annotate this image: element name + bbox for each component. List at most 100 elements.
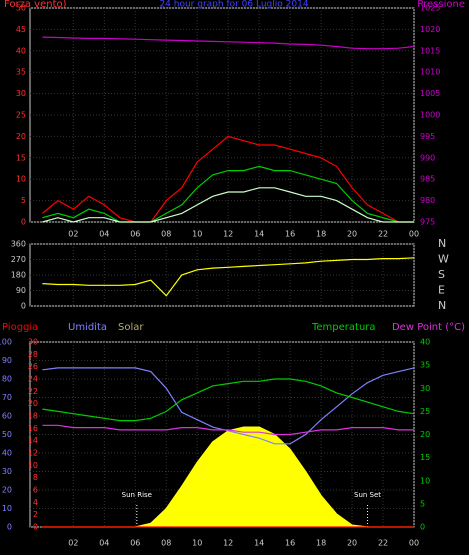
y-tick-label: 20 xyxy=(2,486,12,495)
y-tick-label: 1025 xyxy=(420,4,440,13)
y-tick-label: S xyxy=(438,268,445,281)
y-tick-label: 24 xyxy=(28,375,38,384)
y-tick-label: E xyxy=(438,284,445,297)
y-tick-label: 50 xyxy=(2,430,12,439)
y-tick-label: 0 xyxy=(21,218,26,227)
x-tick-label: 18 xyxy=(316,539,326,548)
x-tick-label: 10 xyxy=(192,539,202,548)
y-tick-label: 1015 xyxy=(420,46,440,55)
x-tick-label: 02 xyxy=(68,230,78,239)
y-tick-label: W xyxy=(438,253,449,266)
legend-entry: Pioggia xyxy=(2,322,38,333)
x-tick-label: 12 xyxy=(223,230,233,239)
y-tick-label: 2 xyxy=(33,510,38,519)
y-tick-label: 0 xyxy=(33,523,38,532)
x-tick-label: 20 xyxy=(347,539,357,548)
x-tick-label: 14 xyxy=(254,539,264,548)
y-tick-label: 14 xyxy=(28,436,38,445)
y-tick-label: 1005 xyxy=(420,89,440,98)
y-tick-label: 990 xyxy=(420,153,435,162)
y-tick-label: 1020 xyxy=(420,25,440,34)
y-tick-label: 0 xyxy=(21,302,26,311)
y-tick-label: N xyxy=(438,299,446,312)
y-tick-label: 45 xyxy=(16,25,26,34)
line xyxy=(42,187,414,223)
legend-entry: Temperatura xyxy=(311,322,376,333)
line xyxy=(42,36,415,50)
y-tick-label: 40 xyxy=(2,449,12,458)
y-tick-label: 270 xyxy=(11,255,26,264)
y-tick-label: 985 xyxy=(420,175,435,184)
line xyxy=(42,378,415,422)
y-tick-label: 975 xyxy=(420,218,435,227)
y-tick-label: 90 xyxy=(2,356,12,365)
x-tick-label: 08 xyxy=(161,230,171,239)
y2-axis-label: Pressione xyxy=(417,0,465,10)
y-tick-label: 35 xyxy=(16,68,26,77)
y-tick-label: 70 xyxy=(2,393,12,402)
chart-title: 24 hour graph for 06 Luglio 2014 xyxy=(159,0,308,10)
y-tick-label: 26 xyxy=(28,362,38,371)
annotation: Sun Set xyxy=(354,491,381,499)
y-tick-label: 50 xyxy=(16,4,26,13)
y-tick-label: N xyxy=(438,237,446,250)
x-tick-label: 10 xyxy=(192,230,202,239)
y-tick-label: 180 xyxy=(11,271,26,280)
x-tick-label: 12 xyxy=(223,539,233,548)
x-tick-label: 04 xyxy=(99,230,109,239)
x-tick-label: 22 xyxy=(378,539,388,548)
y-tick-label: 12 xyxy=(28,449,38,458)
y-tick-label: 1000 xyxy=(420,111,440,120)
line xyxy=(42,367,415,445)
x-tick-label: 00 xyxy=(409,539,419,548)
y-tick-label: 360 xyxy=(11,240,26,249)
legend-entry: Dew Point (°C) xyxy=(392,322,465,333)
y-tick-label: 80 xyxy=(2,375,12,384)
y-tick-label: 16 xyxy=(28,424,38,433)
annotation: Sun Rise xyxy=(122,491,152,499)
y-tick-label: 20 xyxy=(28,399,38,408)
x-tick-label: 08 xyxy=(161,539,171,548)
y-tick-label: 30 xyxy=(2,467,12,476)
y-tick-label: 28 xyxy=(28,350,38,359)
y-tick-label: 40 xyxy=(16,46,26,55)
y-tick-label: 4 xyxy=(33,498,38,507)
y-tick-label: 10 xyxy=(420,476,430,485)
y-tick-label: 0 xyxy=(7,523,12,532)
line xyxy=(42,165,414,223)
y-tick-label: 6 xyxy=(33,486,38,495)
x-tick-label: 20 xyxy=(347,230,357,239)
x-tick-label: 06 xyxy=(130,230,140,239)
y-tick-label: 35 xyxy=(420,361,430,370)
y-tick-label: 8 xyxy=(33,473,38,482)
x-tick-label: 00 xyxy=(409,230,419,239)
y-axis-label: Forza vento) xyxy=(4,0,67,10)
y-tick-label: 18 xyxy=(28,412,38,421)
y-tick-label: 15 xyxy=(16,153,26,162)
y-tick-label: 30 xyxy=(420,384,430,393)
x-tick-label: 04 xyxy=(99,539,109,548)
y-tick-label: 20 xyxy=(16,132,26,141)
legend-entry: Solar xyxy=(118,322,144,333)
y-tick-label: 30 xyxy=(28,338,38,347)
x-tick-label: 02 xyxy=(68,539,78,548)
x-tick-label: 16 xyxy=(285,230,295,239)
y-tick-label: 20 xyxy=(420,430,430,439)
y-tick-label: 60 xyxy=(2,412,12,421)
y-tick-label: 40 xyxy=(420,338,430,347)
y-tick-label: 10 xyxy=(28,461,38,470)
x-tick-label: 14 xyxy=(254,230,264,239)
y-tick-label: 22 xyxy=(28,387,38,396)
legend-entry: Umidita xyxy=(68,322,107,333)
y-tick-label: 0 xyxy=(420,523,425,532)
x-tick-label: 16 xyxy=(285,539,295,548)
x-tick-label: 18 xyxy=(316,230,326,239)
y-tick-label: 25 xyxy=(16,111,26,120)
line xyxy=(42,257,415,297)
y-tick-label: 100 xyxy=(0,338,12,347)
y-tick-label: 30 xyxy=(16,89,26,98)
line xyxy=(42,424,414,436)
y-tick-label: 25 xyxy=(420,407,430,416)
y-tick-label: 1010 xyxy=(420,68,440,77)
